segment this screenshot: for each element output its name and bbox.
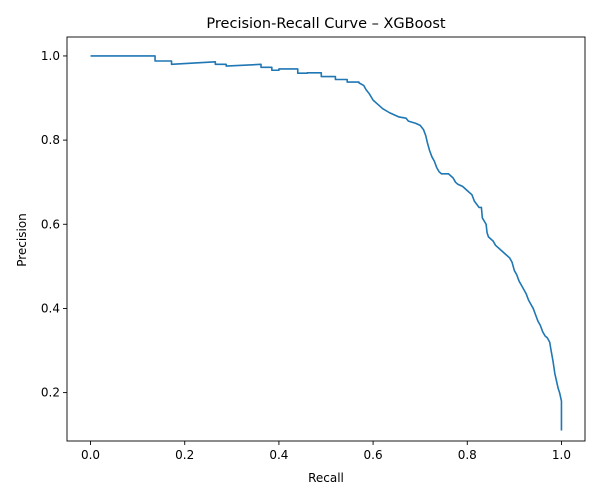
y-axis-ticks: 0.2 0.4 0.6 0.8 1.0: [41, 49, 67, 400]
x-tick-label: 0.8: [458, 448, 477, 462]
y-tick-label: 1.0: [41, 49, 60, 63]
y-tick-label: 0.4: [41, 301, 60, 315]
x-tick-label: 0.6: [364, 448, 383, 462]
x-tick-label: 0.2: [175, 448, 194, 462]
x-tick-label: 0.0: [81, 448, 100, 462]
y-axis-label: Precision: [15, 213, 29, 267]
x-axis-label: Recall: [308, 471, 344, 485]
chart-title: Precision-Recall Curve – XGBoost: [206, 16, 445, 32]
axes-frame: [66, 36, 586, 442]
pr-curve-line: [90, 55, 563, 431]
y-tick-label: 0.8: [41, 133, 60, 147]
x-axis-ticks: 0.0 0.2 0.4 0.6 0.8 1.0: [81, 441, 571, 462]
x-tick-label: 0.4: [269, 448, 288, 462]
y-tick-label: 0.2: [41, 386, 60, 400]
x-tick-label: 1.0: [552, 448, 571, 462]
y-tick-label: 0.6: [41, 217, 60, 231]
plot-area: 0.0 0.2 0.4 0.6 0.8 1.0 0.2 0.4 0.6 0.8 1.0: [41, 36, 586, 462]
